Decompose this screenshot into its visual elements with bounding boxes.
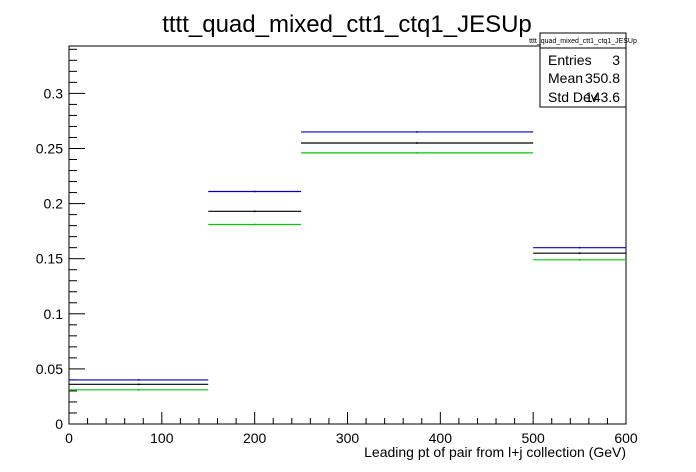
stats-mean-label: Mean bbox=[548, 70, 583, 86]
x-axis-ticks: 0 100 200 300 400 500 600 bbox=[65, 412, 638, 446]
stats-box-title: tttt_quad_mixed_ctt1_ctq1_JESUp bbox=[529, 38, 637, 45]
stats-entries-value: 3 bbox=[612, 52, 620, 68]
bin-point bbox=[578, 246, 581, 249]
series-0 bbox=[69, 131, 626, 381]
bin-point bbox=[253, 210, 256, 213]
bin-point bbox=[416, 142, 418, 144]
y-tick-label: 0.25 bbox=[36, 140, 63, 156]
stats-stddev-label: Std Dev bbox=[548, 89, 598, 105]
stats-entries-label: Entries bbox=[548, 52, 592, 68]
series-layer bbox=[69, 131, 626, 391]
series-1 bbox=[69, 142, 626, 386]
x-minor-ticks bbox=[87, 418, 608, 424]
bin-point bbox=[253, 190, 256, 193]
stats-box-frame bbox=[539, 32, 627, 108]
x-tick-label: 500 bbox=[521, 430, 545, 446]
bin-point bbox=[253, 223, 256, 226]
y-tick-label: 0.05 bbox=[36, 361, 63, 377]
series-2 bbox=[69, 152, 626, 391]
bin-point bbox=[578, 252, 581, 254]
y-tick-label: 0.1 bbox=[44, 306, 64, 322]
y-minor-ticks bbox=[69, 48, 77, 414]
bin-point bbox=[137, 389, 140, 391]
stats-box: tttt_quad_mixed_ctt1_ctq1_JESUp Entries … bbox=[529, 32, 637, 108]
chart-title: tttt_quad_mixed_ctt1_ctq1_JESUp bbox=[162, 11, 532, 38]
bin-point bbox=[416, 152, 418, 154]
x-tick-label: 600 bbox=[614, 430, 638, 446]
x-tick-label: 300 bbox=[336, 430, 360, 446]
y-tick-label: 0.15 bbox=[36, 251, 63, 267]
x-tick-label: 0 bbox=[65, 430, 73, 446]
y-tick-label: 0.3 bbox=[44, 85, 64, 101]
x-tick-label: 400 bbox=[429, 430, 453, 446]
bin-point bbox=[578, 258, 581, 261]
x-tick-label: 100 bbox=[150, 430, 174, 446]
x-axis-label: Leading pt of pair from l+j collection (… bbox=[364, 444, 626, 460]
stats-stddev-value: 143.6 bbox=[585, 89, 620, 105]
y-tick-label: 0.2 bbox=[44, 196, 64, 212]
bin-point bbox=[137, 379, 140, 381]
stats-mean-value: 350.8 bbox=[585, 70, 620, 86]
x-tick-label: 200 bbox=[243, 430, 267, 446]
bin-point bbox=[416, 131, 418, 133]
y-tick-label: 0 bbox=[55, 416, 63, 432]
bin-point bbox=[137, 383, 140, 386]
y-axis-ticks: 0 0.05 0.1 0.15 0.2 0.25 0.3 bbox=[36, 85, 85, 432]
